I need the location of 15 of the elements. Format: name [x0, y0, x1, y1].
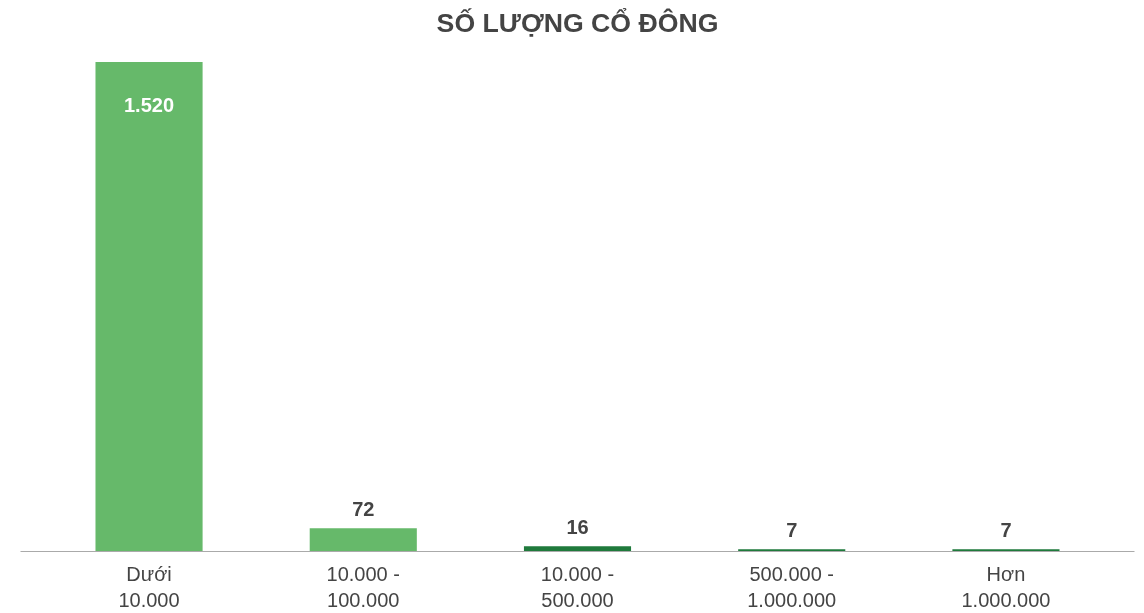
chart-title: SỐ LƯỢNG CỔ ĐÔNG	[436, 7, 719, 38]
data-label: 7	[1000, 519, 1012, 542]
bar	[95, 62, 203, 552]
x-tick-label: 10.000 - 100.000	[326, 562, 400, 611]
data-label: 16	[566, 516, 589, 539]
data-label: 72	[352, 498, 375, 521]
x-tick-label: 500.000 - 1.000.000	[747, 562, 837, 611]
bar	[952, 549, 1060, 552]
data-label: 7	[786, 519, 798, 542]
x-tick-label: Hơn 1.000.000	[961, 562, 1051, 611]
x-tick-label: Dưới 10.000	[118, 562, 180, 611]
bar	[309, 528, 417, 552]
data-label: 1.520	[124, 94, 175, 117]
x-tick-label: 10.000 - 500.000	[540, 562, 615, 611]
bar	[523, 546, 632, 552]
